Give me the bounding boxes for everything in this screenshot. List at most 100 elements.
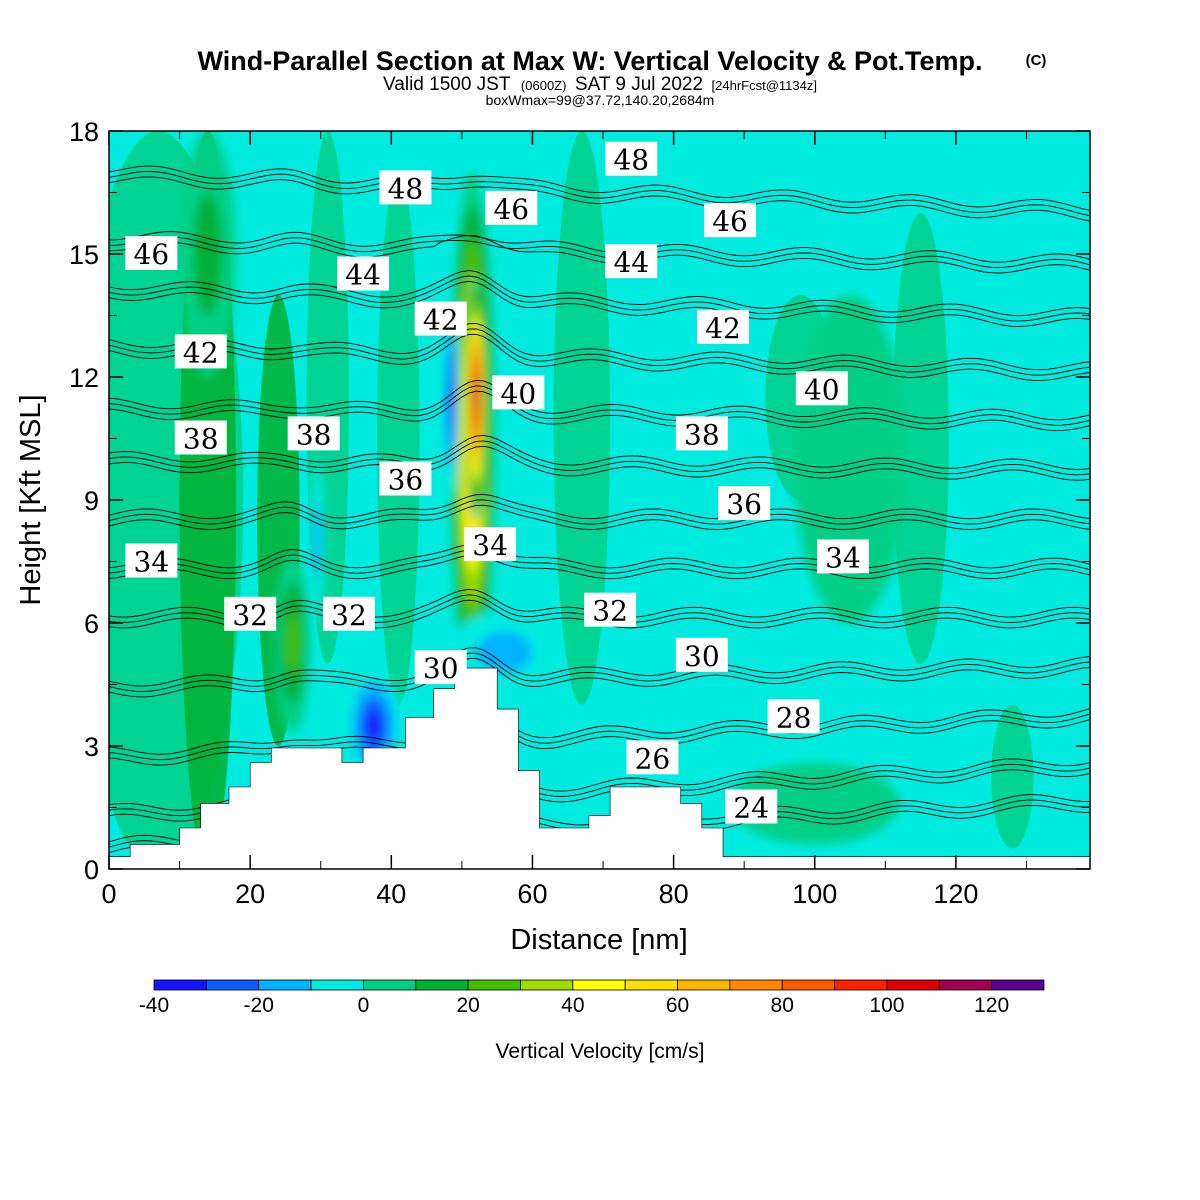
- contour-label-text: 46: [712, 205, 748, 238]
- contour-labels-layer: 46 48 46 48 46 44 44 42 42 42 40 40 38 38 38 36 36 34 34 34…: [125, 141, 869, 825]
- contour-label-box: [626, 740, 679, 775]
- contour-label: 34: [816, 539, 869, 574]
- isentrope-line: [109, 323, 1090, 371]
- contour-label: 24: [725, 789, 778, 825]
- x-tick-label: 60: [517, 879, 547, 909]
- isentrope-line: [109, 504, 1090, 530]
- contour-label-text: 46: [493, 193, 529, 226]
- colorbar-label: Vertical Velocity [cm/s]: [496, 1040, 705, 1063]
- colorbar-swatch: [310, 979, 364, 991]
- contour-label-box: [605, 244, 658, 279]
- contour-label-text: 32: [592, 595, 628, 628]
- contour-label-text: 38: [296, 418, 332, 451]
- contour-label-text: 46: [134, 238, 170, 271]
- isentrope-line: [109, 328, 1090, 376]
- contour-label-box: [174, 420, 227, 455]
- contour-label-box: [379, 170, 432, 205]
- colorbar-swatch: [781, 979, 835, 991]
- isentrope-line: [109, 379, 1090, 421]
- contour-label-box: [414, 301, 467, 336]
- contour-label: 40: [492, 375, 545, 410]
- colorbar-tick-label: 40: [561, 994, 584, 1017]
- isentrope-line: [109, 234, 1090, 274]
- colorbar-swatch: [729, 979, 783, 991]
- velocity-feature: [449, 371, 454, 424]
- x-axis-label: Distance [nm]: [510, 924, 687, 956]
- contour-label: 30: [675, 637, 728, 673]
- colorbar-tick-labels: -40 -20 0 20 40 60 80 100 120: [139, 994, 1009, 1017]
- isentrope-line: [109, 333, 1090, 382]
- contour-label: 38: [174, 420, 227, 456]
- isentrope-line: [109, 493, 1090, 520]
- contour-label: 42: [174, 334, 227, 369]
- subtitle-valid: Valid 1500 JST: [383, 74, 511, 95]
- isentrope-line: [109, 440, 1090, 476]
- isentrope-line: [109, 554, 1090, 580]
- velocity-band: [892, 213, 949, 664]
- isentrope-line: [109, 445, 1090, 481]
- contour-label-box: [718, 486, 771, 521]
- contour-label-box: [464, 527, 517, 562]
- contour-label-box: [287, 416, 340, 451]
- contour-label-text: 32: [331, 599, 367, 632]
- isentrope-line: [109, 165, 1090, 211]
- contour-label: 48: [379, 170, 432, 205]
- contour-label-text: 44: [345, 259, 381, 292]
- isentrope-line: [109, 270, 1090, 317]
- y-tick-label: 18: [69, 117, 99, 147]
- contour-label-text: 38: [183, 423, 219, 456]
- colorbar-swatch: [938, 979, 993, 991]
- isentrope-line: [109, 385, 1090, 426]
- isentrope-line: [109, 652, 1090, 692]
- colorbar-swatch: [572, 979, 626, 991]
- contour-label-text: 36: [726, 488, 762, 521]
- chart-title-mark: (C): [1026, 52, 1047, 69]
- isentrope-line: [109, 647, 1090, 687]
- isentrope-line: [109, 499, 1090, 525]
- colorbar-tick-label: -20: [244, 994, 274, 1017]
- y-tick-label: 12: [69, 363, 99, 393]
- colorbar: [153, 979, 1045, 991]
- contour-label: 30: [414, 650, 467, 685]
- colorbar-tick-label: 100: [869, 994, 904, 1017]
- x-tick-label: 120: [933, 879, 978, 909]
- velocity-feature: [473, 387, 478, 408]
- isentrope-line: [109, 231, 1090, 263]
- contour-label-text: 38: [684, 418, 720, 451]
- contour-label-box: [795, 371, 848, 406]
- velocity-feature: [366, 711, 381, 740]
- isentrope-line: [109, 544, 1090, 569]
- contour-label: 28: [767, 699, 820, 734]
- contour-label-box: [224, 596, 277, 631]
- colorbar-swatch: [153, 979, 207, 991]
- isentrope-line: [109, 434, 1090, 470]
- contour-label: 32: [224, 596, 277, 632]
- colorbar-tick-label: 60: [666, 994, 689, 1017]
- subtitle-zulu: (0600Z): [521, 78, 567, 93]
- contour-label-text: 42: [705, 312, 741, 345]
- velocity-band: [553, 131, 611, 705]
- contour-label: 42: [697, 309, 750, 345]
- contour-label: 36: [718, 486, 771, 521]
- contour-label-text: 34: [825, 541, 861, 574]
- isentrope-line: [109, 390, 1090, 432]
- colorbar-tick-label: 20: [456, 994, 479, 1017]
- colorbar-swatch: [467, 979, 521, 991]
- contour-label: 32: [584, 592, 637, 628]
- contour-label-box: [174, 334, 227, 369]
- velocity-band: [991, 705, 1034, 849]
- contour-label-box: [337, 256, 390, 291]
- colorbar-tick-label: 80: [771, 994, 794, 1017]
- isentrope-line: [109, 658, 1090, 698]
- contour-label-text: 26: [635, 742, 671, 775]
- x-tick-label: 100: [792, 879, 837, 909]
- contour-label: 40: [795, 371, 848, 406]
- velocity-feature: [475, 631, 533, 673]
- colorbar-swatch: [886, 979, 940, 991]
- contour-label-box: [605, 141, 658, 176]
- contour-label: 32: [322, 596, 375, 632]
- contour-label-box: [816, 539, 869, 574]
- contour-label: 44: [605, 244, 658, 279]
